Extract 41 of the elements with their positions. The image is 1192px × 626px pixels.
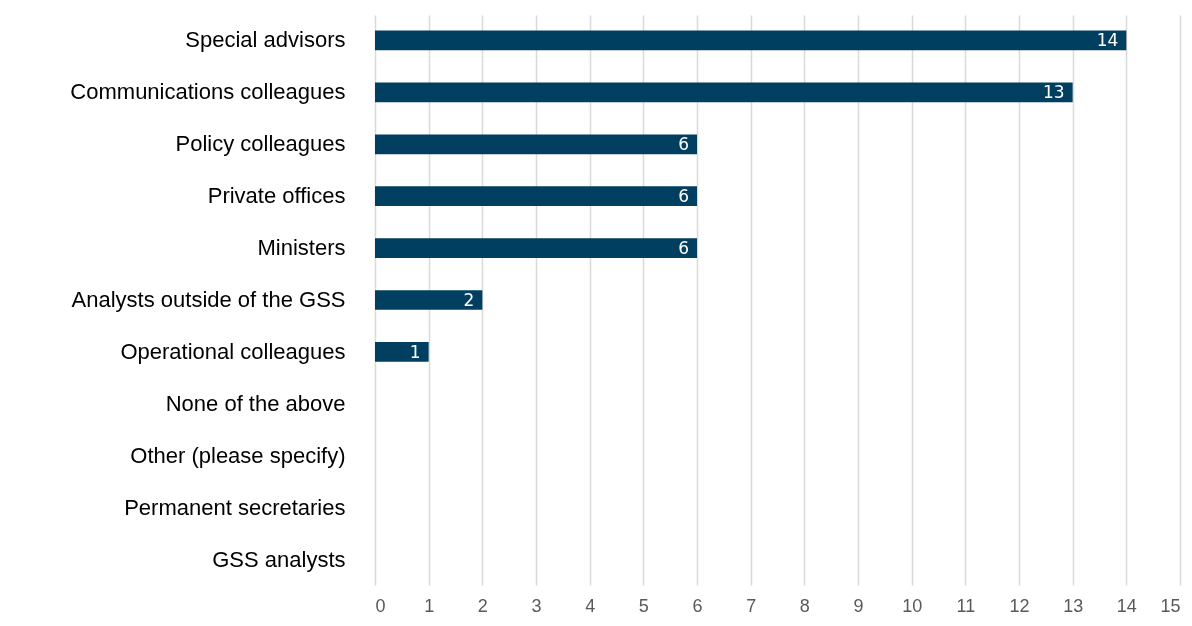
- x-tick-label: 7: [746, 595, 757, 616]
- x-tick-label: 4: [585, 595, 596, 616]
- x-tick-label: 12: [1009, 595, 1030, 616]
- x-tick-label: 0: [375, 595, 386, 616]
- y-tick-label: Operational colleagues: [120, 338, 346, 364]
- data-label: 1: [409, 341, 421, 362]
- x-tick-label: 11: [956, 595, 976, 616]
- y-tick-label: Other (please specify): [130, 442, 346, 468]
- data-label: 14: [1096, 30, 1119, 51]
- data-label: 13: [1043, 82, 1065, 103]
- x-tick-label: 3: [531, 595, 542, 616]
- y-tick-label: Analysts outside of the GSS: [71, 287, 346, 312]
- x-tick-label: 13: [1063, 595, 1084, 616]
- x-tick-label: 15: [1160, 595, 1181, 616]
- x-tick-label: 5: [638, 595, 649, 616]
- x-tick-label: 2: [477, 595, 488, 616]
- bar: [375, 186, 697, 207]
- y-tick-label: Private offices: [207, 183, 346, 209]
- data-label: 2: [463, 290, 475, 310]
- y-tick-label: Special advisors: [185, 27, 346, 53]
- data-label: 6: [678, 186, 689, 207]
- data-label: 6: [678, 238, 689, 259]
- y-tick-label: Permanent secretaries: [124, 494, 346, 520]
- y-tick-label: Communications colleagues: [70, 79, 346, 105]
- bar: [375, 342, 429, 362]
- x-tick-label: 10: [902, 595, 923, 616]
- x-tick-label: 6: [692, 595, 703, 616]
- data-label: 6: [678, 134, 689, 155]
- x-tick-label: 1: [424, 595, 435, 616]
- bar: [375, 134, 697, 155]
- bar: [375, 30, 1127, 51]
- y-tick-label: Ministers: [257, 235, 346, 261]
- x-tick-label: 8: [799, 595, 810, 616]
- y-tick-label: Policy colleagues: [175, 131, 346, 157]
- x-tick-label: 9: [853, 595, 864, 616]
- bar: [375, 82, 1073, 103]
- y-tick-label: GSS analysts: [212, 546, 346, 572]
- y-tick-label: None of the above: [165, 390, 346, 416]
- bar: [375, 290, 483, 310]
- bar: [375, 238, 697, 258]
- x-tick-label: 14: [1116, 595, 1137, 616]
